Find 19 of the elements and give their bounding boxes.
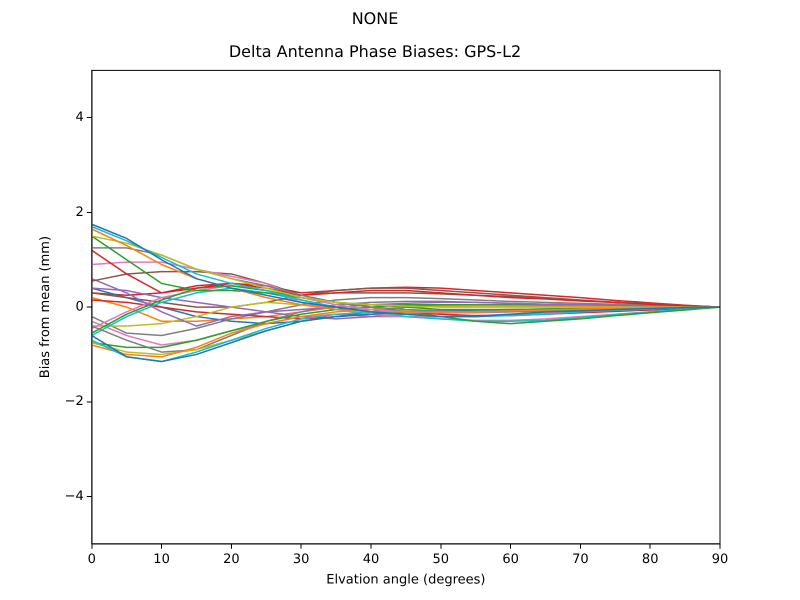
x-tick-label: 30 xyxy=(292,552,310,567)
x-tick-label: 10 xyxy=(153,552,170,567)
x-tick-label: 50 xyxy=(432,552,450,567)
x-tick-label: 40 xyxy=(362,552,380,567)
x-tick-label: 90 xyxy=(712,552,728,567)
chart-title: NONE xyxy=(352,8,398,28)
y-tick-label: 2 xyxy=(75,204,84,220)
y-tick-label: 0 xyxy=(75,299,84,314)
y-tick-label: −2 xyxy=(64,394,84,410)
x-tick-label: 80 xyxy=(642,552,658,567)
chart-subtitle: Delta Antenna Phase Biases: GPS-L2 xyxy=(228,42,522,61)
y-tick-label: 4 xyxy=(75,110,84,126)
y-tick-label: −4 xyxy=(64,488,84,504)
x-tick-label: 70 xyxy=(572,552,589,567)
x-tick-label: 0 xyxy=(88,552,96,567)
x-tick-label: 60 xyxy=(502,552,519,567)
y-axis-title: Bias from mean (mm) xyxy=(38,236,54,378)
x-axis-title: Elvation angle (degrees) xyxy=(326,572,486,588)
x-tick-label: 20 xyxy=(223,552,240,567)
